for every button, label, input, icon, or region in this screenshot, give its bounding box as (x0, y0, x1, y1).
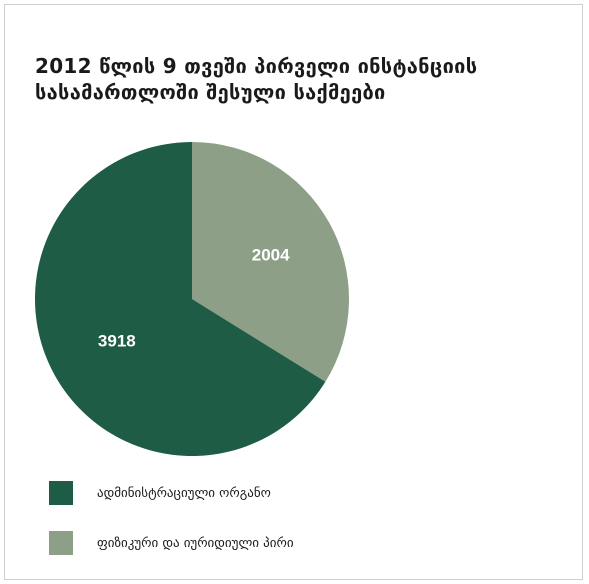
legend-label-natural-legal-person: ფიზიკური და იურიდიული პირი (97, 535, 294, 551)
pie-slices (34, 142, 349, 456)
chart-title-line-2: სასამართლოში შესული საქმეები (35, 80, 386, 104)
legend-item-administrative-body: ადმინისტრაციული ორგანო (49, 480, 294, 506)
pie-slice-administrative-body (34, 142, 326, 456)
pie-value-label: 3918 (98, 331, 136, 350)
chart-title-line-1: 2012 წლის 9 თვეში პირველი ინსტანციის (35, 54, 478, 78)
pie-slice-natural-legal-person (192, 142, 349, 382)
legend: ადმინისტრაციული ორგანო ფიზიკური და იურიდ… (49, 480, 294, 580)
legend-item-natural-legal-person: ფიზიკური და იურიდიული პირი (49, 530, 294, 556)
legend-label-administrative-body: ადმინისტრაციული ორგანო (97, 485, 271, 501)
legend-swatch-administrative-body (49, 481, 73, 505)
chart-title: 2012 წლის 9 თვეში პირველი ინსტანციის სას… (35, 53, 575, 105)
legend-swatch-natural-legal-person (49, 531, 73, 555)
pie-value-label: 2004 (252, 246, 290, 265)
pie-labels: 2004 3918 (98, 246, 290, 351)
